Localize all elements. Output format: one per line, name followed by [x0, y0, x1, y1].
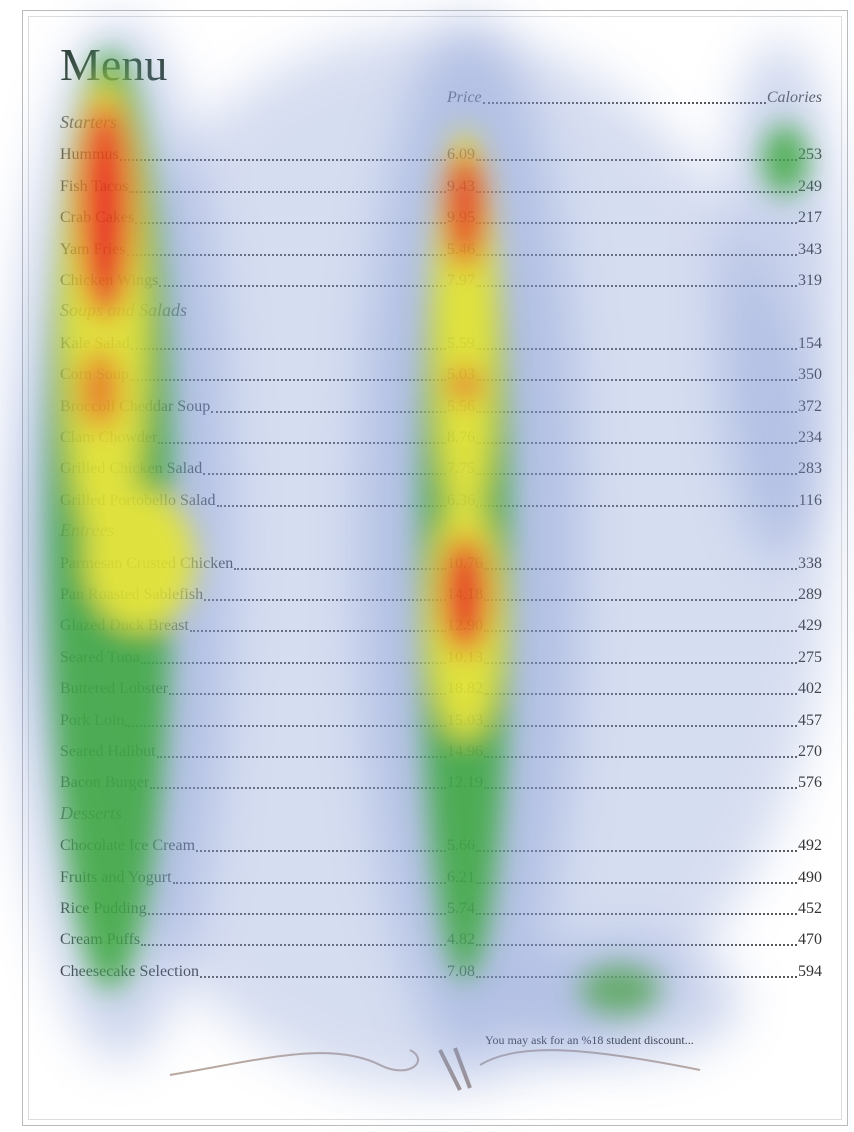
ornament — [0, 0, 854, 1132]
